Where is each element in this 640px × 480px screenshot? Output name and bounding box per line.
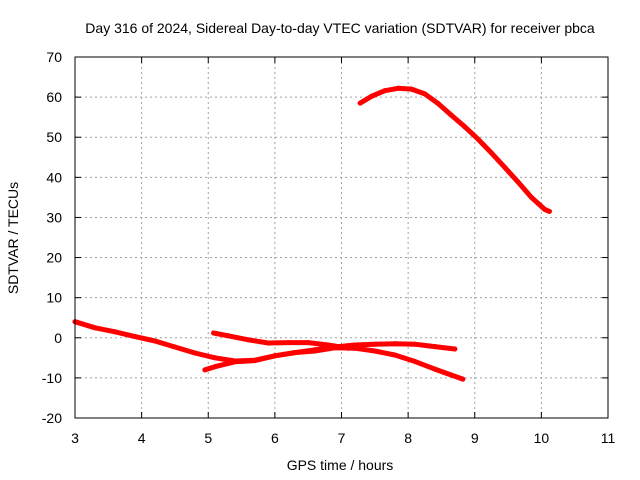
series-1-point (152, 338, 158, 344)
series-2-point (452, 346, 458, 352)
series-1-point (172, 344, 178, 350)
series-1-point (460, 376, 466, 382)
series-4-point (395, 85, 401, 91)
series-1-point (112, 329, 118, 335)
x-tick-label: 7 (338, 430, 346, 446)
y-axis-label: SDTVAR / TECUs (5, 182, 21, 294)
series-4-point (357, 100, 363, 106)
y-tick-label: 0 (54, 330, 62, 346)
series-3-point (305, 340, 311, 346)
y-tick-label: 40 (46, 169, 62, 185)
tick-layer (74, 56, 609, 419)
series-1-point (432, 366, 438, 372)
series-2-point (432, 344, 438, 350)
series-2-point (292, 350, 298, 356)
series-2-point (352, 342, 358, 348)
series-1-point (372, 348, 378, 354)
series-4-point (528, 194, 534, 200)
series-3-point (325, 342, 331, 348)
x-tick-label: 3 (71, 430, 79, 446)
y-tick-label: 10 (46, 290, 62, 306)
x-axis-label: GPS time / hours (287, 457, 394, 473)
series-1-point (92, 325, 98, 331)
series-4-point (409, 86, 414, 92)
series-3-point (265, 340, 271, 346)
x-tick-label: 5 (204, 430, 212, 446)
series-1-point (412, 358, 418, 364)
series-3-line (211, 330, 351, 351)
series-2-point (272, 353, 278, 359)
series-4-point (448, 112, 454, 118)
series-1-point (192, 350, 198, 356)
chart-title: Day 316 of 2024, Sidereal Day-to-day VTE… (85, 20, 595, 36)
series-4-point (422, 91, 428, 97)
series-4-line (357, 85, 552, 214)
series-2-point (412, 341, 418, 347)
series-1-point (392, 352, 398, 358)
series-1-point (212, 355, 218, 361)
series-3-point (225, 333, 231, 339)
series-4-point (369, 93, 374, 99)
series-4-point (435, 101, 441, 106)
tick-label-layer: 3 4 5 6 7 8 9 10 11 -20 -10 0 10 20 30 40 50 60 70 (42, 49, 616, 446)
x-tick-label: 4 (138, 430, 146, 446)
y-tick-label: -10 (42, 370, 62, 386)
x-tick-label: 11 (601, 430, 616, 446)
series-3-point (285, 340, 291, 346)
series-2-point (212, 364, 218, 370)
series-4-point (502, 164, 508, 170)
x-tick-label: 8 (404, 430, 412, 446)
y-tick-label: 70 (46, 49, 62, 65)
series-3-point (345, 345, 351, 351)
series-1-point (132, 334, 138, 340)
series-4-point (542, 206, 548, 212)
x-tick-label: 6 (271, 430, 279, 446)
series-2-point (372, 341, 378, 347)
x-tick-label: 9 (471, 430, 479, 446)
series-4-point (488, 150, 494, 156)
series-2-point (312, 347, 318, 353)
y-tick-label: 60 (46, 89, 62, 105)
series-4-point (546, 208, 552, 214)
series-3-point (211, 330, 217, 336)
y-tick-label: 50 (46, 129, 62, 145)
y-tick-label: -20 (42, 410, 62, 426)
series-3-point (245, 337, 251, 343)
series-2-point (252, 358, 258, 364)
x-tick-label: 10 (534, 430, 550, 446)
series-2-point (232, 359, 238, 365)
grid-layer (75, 57, 608, 418)
series-2-line (202, 341, 458, 373)
series-2-point (392, 341, 398, 347)
y-tick-label: 20 (46, 250, 62, 266)
series-2-point (202, 367, 208, 373)
series-layer (72, 85, 552, 382)
series-4-point (515, 179, 521, 185)
y-tick-label: 30 (46, 209, 62, 225)
series-4-point (462, 124, 468, 130)
series-4-point (382, 88, 388, 94)
series-4-point (475, 136, 481, 142)
